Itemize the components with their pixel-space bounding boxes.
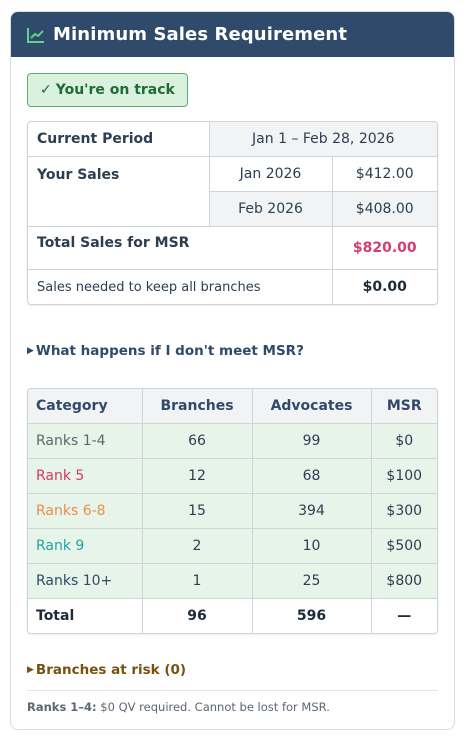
sales-needed-label: Sales needed to keep all branches xyxy=(28,269,333,304)
column-header: Category xyxy=(28,389,143,424)
check-icon: ✓ xyxy=(40,82,52,98)
trend-chart-icon xyxy=(27,27,45,43)
branches-at-risk-toggle[interactable]: ▶ Branches at risk (0) xyxy=(27,662,438,678)
branches-count: 1 xyxy=(141,563,253,599)
month-label: Feb 2026 xyxy=(209,191,333,227)
branches-count: 66 xyxy=(141,423,253,459)
period-summary-table: Current Period Jan 1 – Feb 28, 2026 Your… xyxy=(27,121,438,305)
column-header: MSR xyxy=(370,389,437,424)
table-row: Rank 5 12 68 $100 xyxy=(28,458,437,494)
branches-count: 15 xyxy=(141,493,253,529)
rank-category: Ranks 10+ xyxy=(28,563,143,599)
advocates-count: 10 xyxy=(251,528,372,564)
table-row: Ranks 6-8 15 394 $300 xyxy=(28,493,437,529)
total-branches: 96 xyxy=(141,598,253,633)
footer-note: Ranks 1–4: $0 QV required. Cannot be los… xyxy=(27,690,438,714)
total-row: Total 96 596 — xyxy=(28,598,437,633)
your-sales-label: Your Sales xyxy=(28,156,210,227)
total-msr: — xyxy=(370,598,437,633)
footer-note-label: Ranks 1–4: xyxy=(27,700,97,714)
on-track-label: You're on track xyxy=(55,82,175,98)
rank-category: Ranks 6-8 xyxy=(28,493,143,529)
month-amount: $408.00 xyxy=(331,191,437,227)
msr-amount: $100 xyxy=(370,458,437,494)
total-advocates: 596 xyxy=(251,598,372,633)
caret-right-icon: ▶ xyxy=(27,346,34,356)
footer-note-text: $0 QV required. Cannot be lost for MSR. xyxy=(96,700,330,714)
advocates-count: 394 xyxy=(251,493,372,529)
total-sales-value: $820.00 xyxy=(331,226,437,270)
msr-amount: $300 xyxy=(370,493,437,529)
advocates-count: 68 xyxy=(251,458,372,494)
total-sales-label: Total Sales for MSR xyxy=(28,226,333,270)
msr-breakdown-table: Category Branches Advocates MSR Ranks 1-… xyxy=(27,388,438,634)
card-header: Minimum Sales Requirement xyxy=(11,12,454,57)
msr-card: Minimum Sales Requirement ✓ You're on tr… xyxy=(10,11,455,730)
branches-count: 2 xyxy=(141,528,253,564)
card-title: Minimum Sales Requirement xyxy=(53,24,348,45)
rank-category: Rank 9 xyxy=(28,528,143,564)
column-header: Advocates xyxy=(251,389,372,424)
sales-needed-value: $0.00 xyxy=(331,269,437,304)
msr-amount: $800 xyxy=(370,563,437,599)
msr-info-toggle[interactable]: ▶ What happens if I don't meet MSR? xyxy=(27,343,438,359)
current-period-value: Jan 1 – Feb 28, 2026 xyxy=(208,122,437,157)
column-header: Branches xyxy=(141,389,253,424)
total-label: Total xyxy=(28,598,143,633)
rank-category: Rank 5 xyxy=(28,458,143,494)
branches-count: 12 xyxy=(141,458,253,494)
msr-amount: $500 xyxy=(370,528,437,564)
rank-category: Ranks 1-4 xyxy=(28,423,143,459)
table-row: Rank 9 2 10 $500 xyxy=(28,528,437,564)
table-row: Ranks 10+ 1 25 $800 xyxy=(28,563,437,599)
msr-info-toggle-label: What happens if I don't meet MSR? xyxy=(35,343,304,359)
caret-right-icon: ▶ xyxy=(27,665,34,675)
month-amount: $412.00 xyxy=(331,156,437,192)
on-track-badge: ✓ You're on track xyxy=(27,73,188,107)
month-label: Jan 2026 xyxy=(208,156,333,192)
current-period-label: Current Period xyxy=(28,122,210,157)
advocates-count: 25 xyxy=(251,563,372,599)
msr-amount: $0 xyxy=(370,423,437,459)
table-row: Ranks 1-4 66 99 $0 xyxy=(28,423,437,459)
branches-at-risk-label: Branches at risk (0) xyxy=(35,662,187,678)
advocates-count: 99 xyxy=(251,423,372,459)
